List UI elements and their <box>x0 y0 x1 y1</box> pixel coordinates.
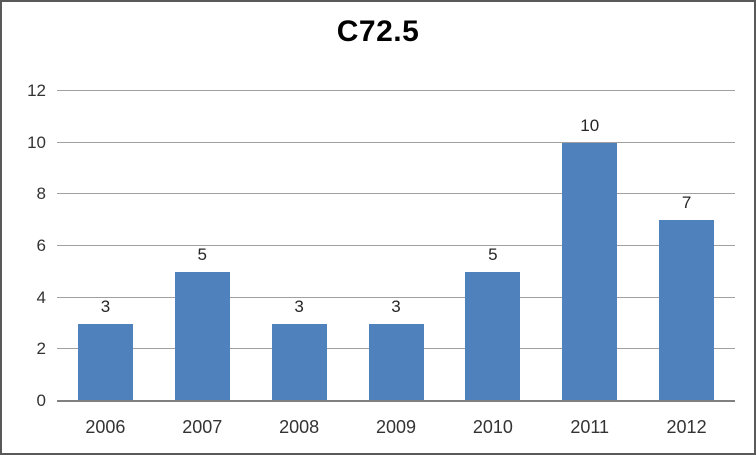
bar-value-label: 3 <box>391 296 401 316</box>
bar-value-label: 3 <box>100 296 111 316</box>
bar-value-label: 5 <box>197 244 207 264</box>
bar-2007 <box>174 271 230 401</box>
x-axis: 2006 2007 2008 2009 2010 2011 2012 <box>57 414 735 440</box>
y-tick-label: 12 <box>27 81 46 100</box>
gridline <box>57 245 735 246</box>
bar-2006 <box>77 323 133 401</box>
bar-value-label: 3 <box>294 296 304 316</box>
gridline <box>57 193 735 195</box>
x-tick-label: 2010 <box>472 417 513 437</box>
x-tick-label: 2008 <box>279 417 320 437</box>
x-tick-label: 2009 <box>375 417 416 437</box>
x-tick-label: 2011 <box>570 417 610 437</box>
chart-title: C72.5 <box>336 15 420 48</box>
y-tick-label: 10 <box>27 132 46 152</box>
y-tick-label: 6 <box>36 236 46 255</box>
y-tick-label: 4 <box>36 287 46 307</box>
bar-2011 <box>562 142 618 401</box>
y-tick-label: 0 <box>36 391 46 410</box>
x-tick-label: 2006 <box>85 417 126 437</box>
bar-value-label: 10 <box>580 115 600 135</box>
gridline <box>57 90 735 91</box>
x-axis-line <box>57 400 735 402</box>
gridline <box>57 141 735 143</box>
x-tick-label: 2007 <box>182 417 223 437</box>
gridline <box>57 296 735 298</box>
y-tick-label: 8 <box>36 184 46 204</box>
plot-area: 3 5 3 3 5 10 7 <box>57 90 735 402</box>
bar-value-label: 5 <box>488 244 498 264</box>
bar-2010 <box>465 271 521 401</box>
x-tick-label: 2012 <box>666 417 707 437</box>
bar-value-label: 7 <box>681 193 692 213</box>
bar-2012 <box>659 220 715 401</box>
bar-2008 <box>271 323 327 401</box>
y-tick-label: 2 <box>36 339 46 359</box>
bar-2009 <box>368 323 424 401</box>
